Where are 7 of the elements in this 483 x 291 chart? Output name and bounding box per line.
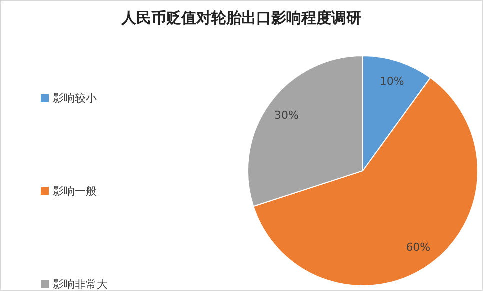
chart-title: 人民币贬值对轮胎出口影响程度调研 xyxy=(120,9,362,28)
data-label: 30% xyxy=(274,109,299,122)
legend-label: 影响一般 xyxy=(53,184,97,198)
legend-label: 影响较小 xyxy=(53,90,97,106)
data-label: 60% xyxy=(406,240,431,254)
data-label: 10% xyxy=(380,74,404,88)
legend-label: 影响非常大 xyxy=(53,276,108,291)
